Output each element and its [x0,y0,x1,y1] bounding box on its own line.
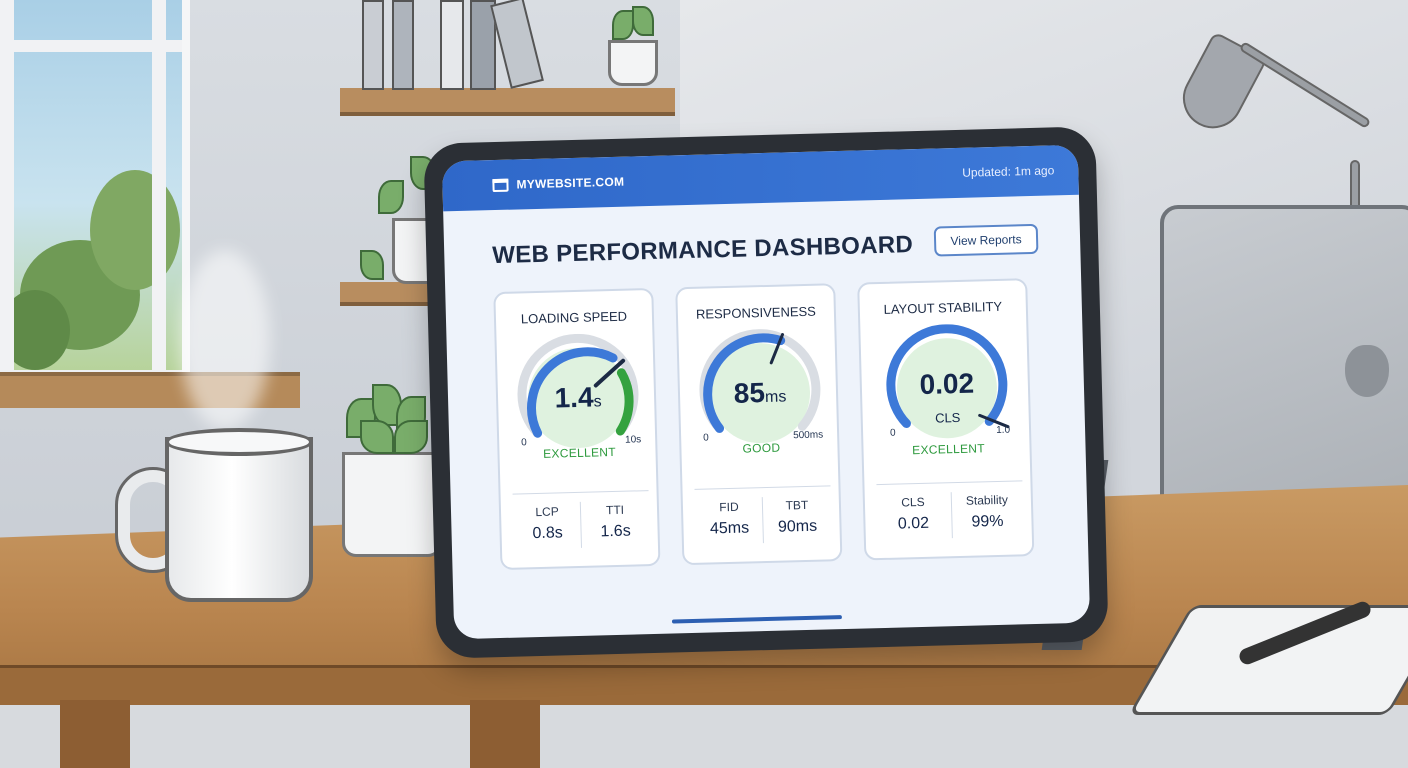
window-bar [152,0,166,370]
site-identity[interactable]: MYWEBSITE.COM [492,174,625,192]
metric-label: Stability [965,492,1009,508]
metric-tbt: TBT 90ms [763,497,832,537]
window-bar [0,40,182,52]
gauge-value: 0.02 [919,367,975,400]
window [0,0,190,380]
divider [694,485,831,490]
gauge-track [517,333,639,438]
book [362,0,384,90]
succulent-leaf [360,420,394,454]
metric-stability: Stability 99% [953,492,1022,532]
gauge-max-label: 1.0 [996,424,1011,436]
gauge-needle [978,413,1010,429]
succulent-leaf [394,420,428,454]
gauge-fill [886,324,1008,429]
plant-leaf [360,250,384,280]
gauge-value: 85ms [733,377,787,409]
metric-tti: TTI 1.6s [581,502,650,542]
gauge-min-label: 0 [889,427,896,439]
responsiveness-card[interactable]: RESPONSIVENESS 85ms GOOD 0 500ms FID [675,283,843,566]
steam [180,250,270,430]
tablet: MYWEBSITE.COM Updated: 1m ago WEB PERFOR… [423,126,1109,659]
gauge-needle [593,358,626,388]
gauge-needle [769,333,784,365]
plant-leaf [632,6,654,36]
home-indicator[interactable] [671,615,842,624]
lamp-arm [1350,160,1360,210]
metric-value: 1.6s [600,522,631,541]
view-reports-button[interactable]: View Reports [933,223,1039,257]
laptop-logo-icon [1345,345,1389,397]
card-title: LOADING SPEED [520,308,628,327]
mug-rim [165,428,313,456]
metric-cls: CLS 0.02 [879,494,948,534]
gauge-graphic [517,333,639,448]
updated-timestamp: Updated: 1m ago [962,163,1055,180]
gauge-face [896,338,997,439]
metric-label: TTI [605,502,625,518]
responsiveness-gauge: 85ms GOOD 0 500ms [690,327,829,459]
metric-value: 0.8s [532,524,563,543]
metric-value: 0.02 [897,514,930,533]
loading-speed-gauge: 1.4s EXCELLENT 0 10s [508,332,647,464]
divider [876,480,1023,486]
metric-label: CLS [901,494,925,510]
gauge-max-label: 10s [624,434,642,446]
gauge-min-label: 0 [703,432,709,444]
status-label: EXCELLENT [912,441,986,458]
desk-leg [470,700,540,768]
gauge-graphic [886,324,1010,439]
metric-label: FID [719,499,739,515]
browser-window-icon [492,178,509,192]
gauge-value: 1.4s [554,381,602,414]
card-title: RESPONSIVENESS [695,303,817,322]
tablet-screen: MYWEBSITE.COM Updated: 1m ago WEB PERFOR… [441,144,1091,640]
book [392,0,414,90]
window-glass [0,0,182,370]
gauge-face [710,343,811,444]
gauge-min-label: 0 [521,437,527,449]
wall-shelf [340,88,675,116]
layout-stability-gauge: 0.02 CLS EXCELLENT 0 1.0 [877,323,1016,458]
plant-leaf [378,180,404,214]
top-bar: MYWEBSITE.COM Updated: 1m ago [441,144,1079,212]
gauge-graphic [699,329,821,444]
coffee-mug [165,437,313,602]
book [440,0,464,90]
gauge-max-label: 500ms [792,429,824,442]
gauge-face [528,347,629,448]
site-name: MYWEBSITE.COM [516,174,625,192]
metric-label: TBT [785,497,809,513]
card-title: LAYOUT STABILITY [883,298,1003,317]
window-bar [0,0,14,370]
metric-fid: FID 45ms [695,499,764,539]
metric-value: 45ms [709,519,750,538]
metric-value: 99% [971,512,1004,531]
divider [512,490,649,495]
metric-lcp: LCP 0.8s [513,504,582,544]
plant-leaf [612,10,634,40]
metric-value: 90ms [777,517,818,536]
loading-speed-card[interactable]: LOADING SPEED 1.4s EXCELLENT 0 10s [493,287,661,571]
layout-stability-card[interactable]: LAYOUT STABILITY 0.02 CLS EXCELLENT 0 1.… [857,278,1035,561]
gauge-fill [703,333,786,433]
page-title: WEB PERFORMANCE DASHBOARD [491,231,914,270]
gauge-fill [527,347,618,438]
tree-foliage [90,170,180,290]
gauge-good-zone [615,368,634,436]
metric-label: LCP [535,504,559,520]
plant-pot [608,40,658,86]
succulent-pot [342,452,442,557]
desk-leg [60,700,130,768]
